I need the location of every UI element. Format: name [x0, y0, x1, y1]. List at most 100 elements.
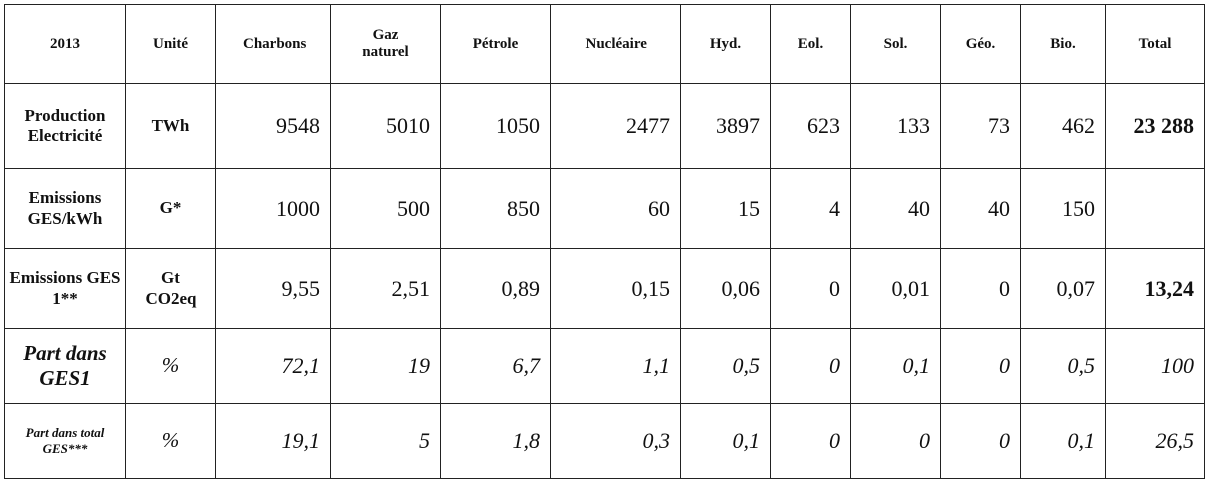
row-label: Part dans GES1	[4, 328, 126, 404]
value-cell: 150	[1020, 168, 1106, 249]
header-text: Nucléaire	[585, 35, 647, 52]
total-cell: 13,24	[1105, 248, 1205, 329]
row-label: Production Electricité	[4, 83, 126, 169]
value-cell: 0	[850, 403, 941, 479]
data-row: Part dans total GES***% 19,1 5 1,8 0,3 0,1 0 0 0…	[4, 403, 1205, 479]
value-cell: 0	[770, 248, 851, 329]
value-cell: 40	[850, 168, 941, 249]
value-cell: 0	[940, 328, 1021, 404]
total-cell	[1105, 168, 1205, 249]
header-cell: Bio.	[1020, 4, 1106, 84]
row-label-text: Production Electricité	[24, 105, 106, 145]
row-label: Emissions GES/kWh	[4, 168, 126, 249]
value-cell: 133	[850, 83, 941, 169]
value-cell: 19	[330, 328, 441, 404]
unit-text: TWh	[151, 115, 190, 135]
value-cell: 0,89	[440, 248, 551, 329]
header-cell: Nucléaire	[550, 4, 681, 84]
value-cell: 1,1	[550, 328, 681, 404]
header-text: Eol.	[797, 35, 824, 52]
value-cell: 4	[770, 168, 851, 249]
row-label-text: Part dans total GES***	[25, 425, 105, 456]
value-cell: 9,55	[215, 248, 331, 329]
row-label-text: Emissions GES 1**	[9, 268, 121, 308]
header-cell: Eol.	[770, 4, 851, 84]
unit-text: G*	[159, 198, 182, 218]
value-cell: 0,3	[550, 403, 681, 479]
header-cell: Géo.	[940, 4, 1021, 84]
value-cell: 462	[1020, 83, 1106, 169]
header-text: Pétrole	[472, 35, 519, 52]
value-cell: 0,5	[1020, 328, 1106, 404]
value-cell: 500	[330, 168, 441, 249]
header-cell: Sol.	[850, 4, 941, 84]
header-text: Bio.	[1050, 35, 1076, 52]
unit-text: Gt CO2eq	[145, 268, 197, 308]
value-cell: 2,51	[330, 248, 441, 329]
unit-cell: Gt CO2eq	[125, 248, 216, 329]
header-cell: Pétrole	[440, 4, 551, 84]
unit-cell: %	[125, 403, 216, 479]
value-cell: 850	[440, 168, 551, 249]
header-text: Géo.	[965, 35, 996, 52]
header-row: 2013 Unité Charbons Gaz naturel Pétrole Nuclé…	[4, 4, 1205, 84]
data-row: Part dans GES1% 72,1 19 6,7 1,1 0,5 0 0,1 0 0,5 10…	[4, 328, 1205, 404]
value-cell: 623	[770, 83, 851, 169]
value-cell: 0,01	[850, 248, 941, 329]
value-cell: 1050	[440, 83, 551, 169]
value-cell: 0,1	[680, 403, 771, 479]
row-label-text: Emissions GES/kWh	[27, 188, 103, 228]
value-cell: 15	[680, 168, 771, 249]
value-cell: 9548	[215, 83, 331, 169]
value-cell: 5	[330, 403, 441, 479]
value-cell: 40	[940, 168, 1021, 249]
header-cell: Unité	[125, 4, 216, 84]
header-cell: Charbons	[215, 4, 331, 84]
header-cell: Gaz naturel	[330, 4, 441, 84]
row-label-text: Part dans GES1	[23, 340, 107, 390]
value-cell: 1,8	[440, 403, 551, 479]
value-cell: 60	[550, 168, 681, 249]
value-cell: 2477	[550, 83, 681, 169]
value-cell: 0	[940, 403, 1021, 479]
header-text: Gaz naturel	[362, 27, 409, 60]
value-cell: 19,1	[215, 403, 331, 479]
unit-text: %	[161, 353, 180, 378]
value-cell: 0	[770, 403, 851, 479]
value-cell: 0	[940, 248, 1021, 329]
total-cell: 100	[1105, 328, 1205, 404]
value-cell: 5010	[330, 83, 441, 169]
total-cell: 26,5	[1105, 403, 1205, 479]
value-cell: 1000	[215, 168, 331, 249]
header-text: Charbons	[243, 35, 307, 52]
data-table: 2013 Unité Charbons Gaz naturel Pétrole Nuclé…	[4, 4, 1205, 479]
data-row: Production Electricité TWh 9548 5010 1050 247…	[4, 83, 1205, 169]
value-cell: 73	[940, 83, 1021, 169]
data-row: Emissions GES 1** Gt CO2eq 9,55 2,51 0,89 0,1…	[4, 248, 1205, 329]
header-text: Sol.	[883, 35, 908, 52]
header-cell: Hyd.	[680, 4, 771, 84]
total-cell: 23 288	[1105, 83, 1205, 169]
value-cell: 6,7	[440, 328, 551, 404]
header-text: Hyd.	[709, 35, 742, 52]
value-cell: 0,06	[680, 248, 771, 329]
unit-text: %	[161, 428, 180, 453]
value-cell: 0	[770, 328, 851, 404]
value-cell: 3897	[680, 83, 771, 169]
value-cell: 72,1	[215, 328, 331, 404]
value-cell: 0,1	[1020, 403, 1106, 479]
value-cell: 0,5	[680, 328, 771, 404]
unit-cell: TWh	[125, 83, 216, 169]
value-cell: 0,15	[550, 248, 681, 329]
row-label: Part dans total GES***	[4, 403, 126, 479]
header-cell: 2013	[4, 4, 126, 84]
value-cell: 0,1	[850, 328, 941, 404]
data-row: Emissions GES/kWh G* 1000 500 850 60 15 4 40 40 15…	[4, 168, 1205, 249]
row-label: Emissions GES 1**	[4, 248, 126, 329]
header-cell: Total	[1105, 4, 1205, 84]
unit-cell: G*	[125, 168, 216, 249]
value-cell: 0,07	[1020, 248, 1106, 329]
unit-cell: %	[125, 328, 216, 404]
